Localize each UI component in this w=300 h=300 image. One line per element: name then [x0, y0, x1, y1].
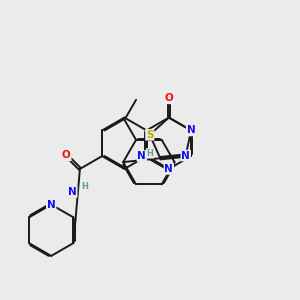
Text: N: N [187, 125, 196, 135]
Text: O: O [164, 93, 173, 103]
Text: N: N [137, 151, 146, 161]
Text: S: S [146, 130, 154, 140]
Text: N: N [182, 151, 190, 160]
Text: O: O [62, 150, 71, 160]
Text: N: N [164, 164, 173, 174]
Text: H: H [81, 182, 88, 191]
Text: H: H [146, 149, 153, 158]
Text: N: N [47, 200, 56, 210]
Text: N: N [68, 187, 77, 197]
